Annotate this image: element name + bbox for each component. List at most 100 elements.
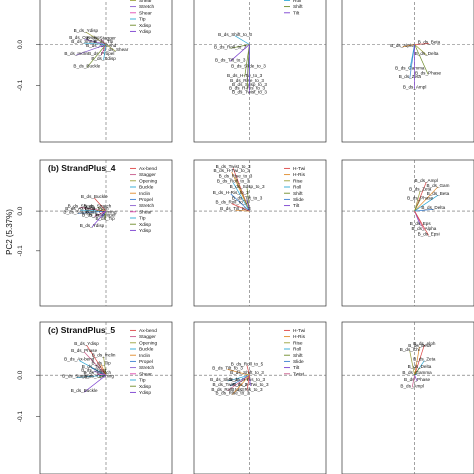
legend-entry: Xdisp: [139, 23, 151, 29]
loading-arrow: [232, 374, 250, 395]
legend-entry: Propel: [139, 359, 153, 365]
loading-arrow: [414, 43, 430, 45]
loading-arrow: [414, 344, 425, 376]
loading-label: B_ds_Beta: [427, 191, 450, 196]
loading-label: B_ds_Zeta: [413, 357, 436, 362]
loading-label: B_ds_Roll_to_3: [211, 387, 244, 392]
loading-label: B_ds_Beta: [418, 40, 441, 45]
loading-arrow: [414, 186, 439, 212]
loading-arrow: [94, 210, 107, 218]
loading-arrow: [98, 374, 107, 378]
loading-label: B_ds_Ydisp: [74, 28, 99, 33]
panel: B_ds_YdispB_ds_OpeningB_ds_StaggerB_ds_S…: [39, 0, 173, 143]
legend-entry: Tip: [139, 17, 146, 23]
loading-arrow: [411, 375, 415, 388]
legend-entry: Roll: [293, 0, 301, 4]
loading-arrow: [86, 44, 107, 68]
loading-label: B_ds_Roll_to_3: [214, 44, 247, 49]
loading-arrow: [76, 44, 107, 56]
legend-entry: Slide: [293, 197, 304, 203]
loading-label: B_ds_H-Ris_to_3: [213, 190, 249, 195]
loading-arrow: [235, 177, 250, 212]
loading-arrow: [414, 208, 434, 212]
loading-label: B_ds_Tip: [92, 360, 112, 365]
panel-frame: [341, 159, 474, 307]
y-tick-label: 0.0: [17, 40, 24, 49]
legend-entry: H-Twi: [293, 328, 305, 334]
loading-label: B_ds_Buckle: [81, 194, 108, 199]
loading-arrow: [246, 199, 250, 212]
loading-arrow: [235, 209, 250, 212]
panel: B_ds_BetaB_ds_AlphaB_ds_DeltaB_ds_GammaB…: [341, 0, 474, 143]
loading-label: B_ds_Stagger: [63, 209, 93, 214]
legend-entry: Roll: [293, 185, 301, 191]
panel-frame: [341, 321, 474, 474]
loading-arrow: [246, 188, 250, 212]
loading-label: B_ds_Ampl: [400, 383, 424, 388]
loading-label: B_ds_Alph: [413, 341, 436, 346]
loading-label: B_ds_Xdisp: [82, 213, 107, 218]
loading-label: B_ds_Chi: [400, 347, 420, 352]
legend-entry: Shift: [293, 353, 303, 359]
loading-label: B_ds_Ax-bend: [65, 206, 96, 211]
legend-entry: Opening: [139, 340, 157, 346]
loading-arrow: [229, 374, 250, 387]
legend-entry: H-Ris: [293, 172, 306, 178]
loading-arrow: [103, 356, 107, 376]
loading-label: B_ds_Shear: [103, 47, 129, 52]
loading-label: B_ds_Buckle: [71, 388, 98, 393]
loading-label: B_ds_H-Tw_to_3: [227, 73, 263, 78]
legend-entry: Roll: [293, 347, 301, 353]
loading-arrow: [227, 369, 250, 376]
loading-arrow: [227, 374, 250, 382]
loading-arrow: [86, 344, 107, 376]
legend-entry: Shear: [139, 0, 152, 4]
panel-frame: [193, 321, 327, 474]
legend-entry: Stretch: [139, 365, 155, 371]
loading-arrow: [414, 190, 421, 212]
panel-title: (c) StrandPlus_5: [48, 325, 115, 335]
legend-entry: Propel: [139, 197, 153, 203]
loading-label: B_ds_Roll_to_3: [217, 179, 250, 184]
loading-label: B_ds_Phase: [407, 195, 433, 200]
loading-label: B_ds_Stagger: [62, 374, 92, 379]
legend-entry: H-Ris: [293, 334, 306, 340]
loading-arrow: [230, 44, 250, 49]
y-axis-label: PC2 (5.37%): [5, 209, 14, 255]
loading-label: B_ds_Gamma: [402, 370, 432, 375]
loading-label: B_ds_Tilt_to_3: [215, 57, 246, 62]
loading-arrow: [100, 364, 107, 376]
loading-arrow: [91, 367, 107, 376]
loading-label: B_ds_Buckle: [73, 64, 100, 69]
y-tick-label: -0.1: [17, 411, 24, 423]
legend-entry: Xdisp: [139, 222, 151, 228]
loading-label: B_ds_Rise_to_3: [216, 391, 250, 396]
loading-label: B_ds_Ampl: [415, 178, 439, 183]
loading-arrow: [249, 375, 251, 386]
loading-arrow: [230, 44, 250, 62]
legend-entry: Tip: [139, 378, 146, 384]
loading-label: B_ds_Ax-bend: [64, 357, 95, 362]
loading-label: B_ds_Ydisp: [80, 223, 105, 228]
loading-label: B_ds_Slide_to_3: [231, 64, 266, 69]
legend-entry: Stretch: [139, 4, 155, 10]
legend-entry: Buckle: [139, 185, 154, 191]
legend-entry: Shear: [139, 209, 152, 215]
loading-label: B_ds_Ydisp: [74, 341, 99, 346]
loading-label: B_ds_Twist_to_3: [212, 382, 247, 387]
loading-label: B_ds_Shear: [81, 367, 107, 372]
loading-label: B_ds_Rise_to_3: [219, 173, 253, 178]
loading-label: B_ds_Slide_to_3: [210, 377, 245, 382]
loading-arrow: [91, 210, 107, 228]
legend-entry: Shear: [139, 10, 152, 16]
panel-frame: [193, 0, 327, 143]
loading-label: B_ds_Phase: [404, 377, 430, 382]
legend-entry: Ydisp: [139, 390, 151, 396]
loading-label: B_ds_Gamma: [395, 65, 425, 70]
loading-label: B_ds_Roll_to_5: [231, 361, 264, 366]
loading-label: B_ds_Inclin: [64, 51, 88, 56]
panel: B_ds_AmplB_ds_GamB_ds_ZetaB_ds_BetaB_ds_…: [341, 159, 474, 307]
loading-label: B_ds_Shear: [68, 203, 94, 208]
loading-arrow: [93, 370, 107, 376]
legend-entry: Rise: [293, 340, 303, 346]
